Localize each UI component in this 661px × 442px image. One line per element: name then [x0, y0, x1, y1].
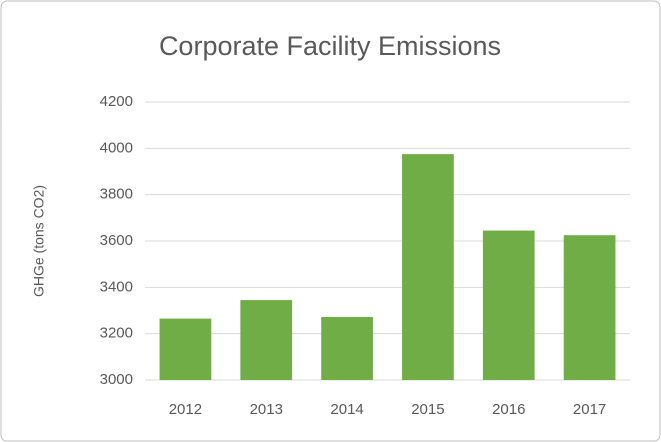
bar [240, 300, 293, 380]
y-tick-label: 3600 [100, 232, 133, 249]
x-tick-label: 2015 [411, 401, 444, 418]
x-tick-label: 2013 [250, 401, 283, 418]
chart-title: Corporate Facility Emissions [159, 31, 501, 61]
x-tick-label: 2016 [492, 401, 525, 418]
y-axis-label: GHGe (tons CO2) [31, 185, 47, 297]
bar [159, 318, 212, 380]
y-tick-label: 3800 [100, 186, 133, 203]
bar [402, 154, 454, 380]
bar [482, 230, 535, 380]
bar [321, 316, 373, 380]
y-tick-label: 4000 [100, 139, 133, 156]
y-tick-label: 3400 [100, 278, 133, 295]
x-tick-label: 2012 [169, 401, 202, 418]
x-tick-label: 2017 [573, 401, 606, 418]
y-tick-label: 4200 [100, 93, 133, 110]
y-tick-label: 3200 [100, 325, 133, 342]
y-tick-label: 3000 [100, 371, 133, 388]
bar [563, 235, 616, 380]
x-tick-label: 2014 [330, 401, 363, 418]
